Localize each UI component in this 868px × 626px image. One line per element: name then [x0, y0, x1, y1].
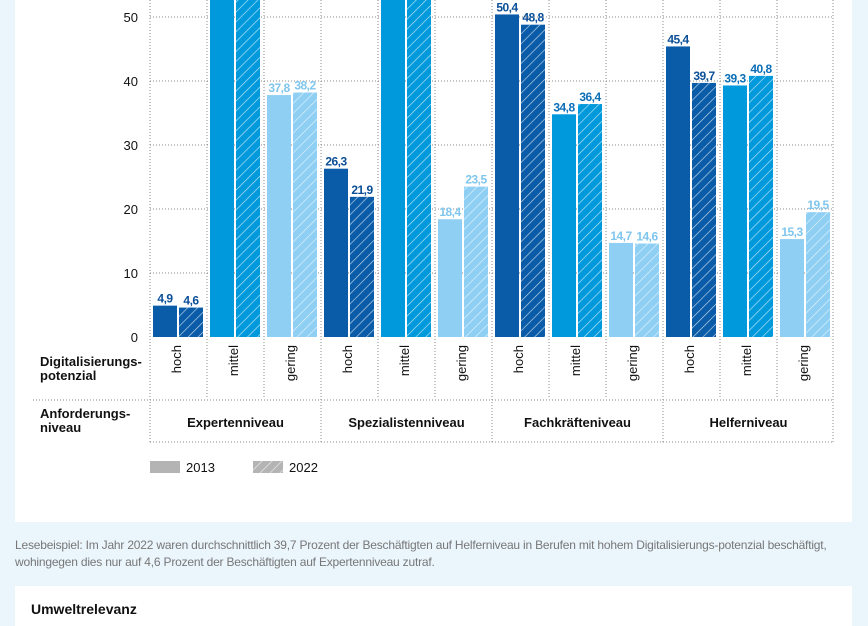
bar-hatch	[179, 307, 203, 337]
legend-swatch-2013	[150, 461, 180, 473]
data-label: 36,4	[579, 90, 601, 104]
bar-hatch	[293, 92, 317, 338]
y-tick-label: 40	[124, 74, 138, 89]
subcategory-label: mittel	[397, 345, 412, 376]
group-label: Spezialistenniveau	[348, 415, 464, 430]
data-label: 21,9	[351, 183, 373, 197]
bar-hatch	[749, 75, 773, 337]
row-label-digitalisierungspotenzial: potenzial	[40, 368, 96, 383]
data-label: 14,6	[636, 230, 658, 244]
section-title: Umweltrelevanz	[31, 601, 137, 617]
data-label: 37,8	[268, 81, 290, 95]
bar-gering-2013	[609, 242, 633, 337]
y-tick-label: 10	[124, 266, 138, 281]
subcategory-label: hoch	[682, 345, 697, 373]
data-label: 15,3	[781, 225, 803, 239]
bar-hoch-2013	[153, 305, 177, 337]
data-label: 34,8	[553, 100, 575, 114]
subcategory-label: gering	[625, 345, 640, 381]
data-label: 4,6	[183, 294, 199, 308]
section-panel: Umweltrelevanz	[15, 586, 852, 626]
subcategory-label: mittel	[226, 345, 241, 376]
bar-hatch	[806, 212, 830, 337]
subcategory-label: gering	[283, 345, 298, 381]
group-label: Expertenniveau	[187, 415, 284, 430]
data-label: 38,2	[294, 79, 316, 93]
bar-hoch-2013	[324, 168, 348, 337]
data-label: 19,5	[807, 198, 829, 212]
subcategory-label: mittel	[568, 345, 583, 376]
row-label-digitalisierungspotenzial: Digitalisierungs-	[40, 354, 142, 369]
bar-hatch	[350, 196, 374, 337]
data-label: 40,8	[750, 62, 772, 76]
bar-hoch-2013	[495, 14, 519, 337]
bar-hatch	[236, 0, 260, 337]
subcategory-label: hoch	[340, 345, 355, 373]
data-label: 14,7	[610, 229, 632, 243]
legend-label: 2013	[186, 460, 215, 475]
y-tick-label: 30	[124, 138, 138, 153]
bar-gering-2013	[267, 95, 291, 337]
bar-hatch	[407, 0, 431, 338]
y-tick-label: 20	[124, 202, 138, 217]
subcategory-label: gering	[796, 345, 811, 381]
bar-mittel-2013	[381, 0, 405, 338]
bar-chart: 0 10 20 30 40 50 Digitalisierungs-potenzial Anf…	[33, 0, 834, 475]
data-label: 26,3	[325, 155, 347, 169]
reading-example-note: Lesebeispiel: Im Jahr 2022 waren durchsc…	[15, 538, 827, 569]
legend-hatch	[253, 461, 283, 473]
bar-hoch-2013	[666, 46, 690, 337]
data-label: 4,9	[157, 292, 173, 306]
legend-label: 2022	[289, 460, 318, 475]
bar-hatch	[521, 24, 545, 338]
bar-mittel-2013	[723, 85, 747, 337]
subcategory-label: mittel	[739, 345, 754, 376]
group-label: Fachkräfteniveau	[524, 415, 631, 430]
subcategory-label: gering	[454, 345, 469, 381]
row-label-anforderungsniveau: Anforderungs-	[40, 406, 130, 421]
data-label: 23,5	[465, 173, 487, 187]
bar-hatch	[635, 243, 659, 337]
group-label: Helferniveau	[709, 415, 787, 430]
subcategory-label: hoch	[511, 345, 526, 373]
data-label: 39,7	[693, 69, 715, 83]
bar-gering-2013	[780, 239, 804, 337]
data-label: 50,4	[496, 0, 518, 14]
subcategory-label: hoch	[169, 345, 184, 373]
bar-mittel-2013	[552, 114, 576, 337]
data-label: 18,4	[439, 205, 461, 219]
data-label: 45,4	[667, 32, 689, 46]
bar-gering-2013	[438, 219, 462, 337]
data-label: 48,8	[522, 11, 544, 25]
data-label: 39,3	[724, 71, 746, 85]
bar-hatch	[464, 186, 488, 337]
y-tick-label: 50	[124, 10, 138, 25]
y-tick-label: 0	[131, 330, 138, 345]
bar-hatch	[692, 82, 716, 337]
bar-mittel-2013	[210, 0, 234, 338]
row-label-anforderungsniveau: niveau	[40, 420, 81, 435]
bar-hatch	[578, 104, 602, 337]
